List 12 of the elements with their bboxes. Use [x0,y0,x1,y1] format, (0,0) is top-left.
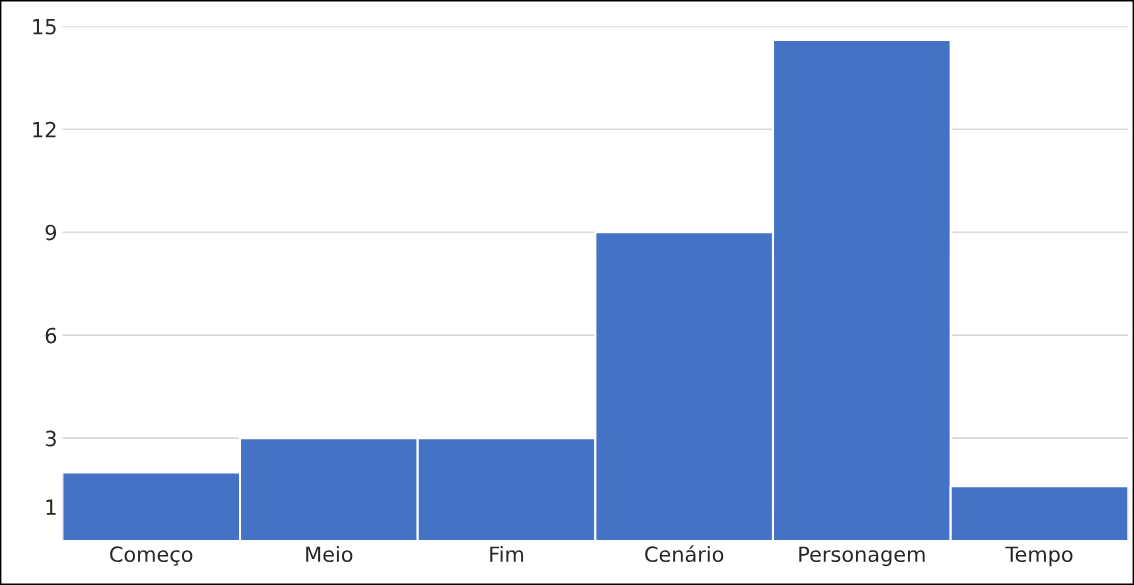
x-tick-label: Começo [110,546,193,566]
x-tick-label: Fim [490,545,524,562]
y-tick-label: 3 [45,430,56,447]
x-tick-label: Tempo [1005,546,1073,567]
x-tick-label: Personagem [799,546,925,567]
y-tick-label: 12 [33,121,56,138]
y-tick-label: 9 [45,224,57,241]
x-tick-label: Cenário [645,545,724,563]
y-tick-label: 15 [33,19,56,35]
y-tick-label: 6 [45,327,57,344]
y-tick-label: 1 [46,499,56,515]
x-tick-label: Meio [306,545,353,563]
